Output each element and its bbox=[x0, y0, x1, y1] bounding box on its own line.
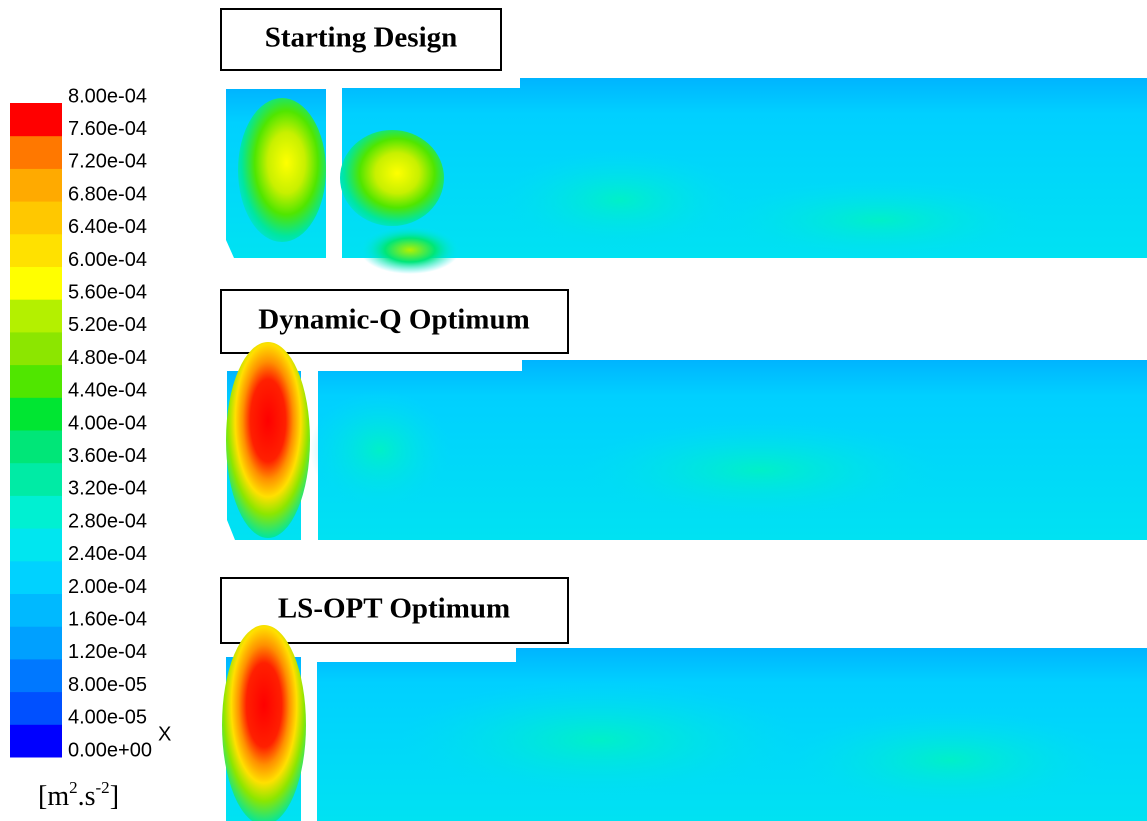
color-band bbox=[10, 724, 62, 758]
contour-blob bbox=[360, 226, 460, 274]
contour-blob bbox=[238, 98, 326, 242]
tick-label: 4.80e-04 bbox=[68, 347, 147, 369]
panel-title: Starting Design bbox=[265, 22, 458, 54]
title-box bbox=[220, 289, 569, 354]
tick-label: 5.20e-04 bbox=[68, 314, 147, 336]
tick-label: 2.80e-04 bbox=[68, 510, 147, 532]
tick-label: 4.00e-04 bbox=[68, 412, 147, 434]
title-box bbox=[220, 8, 502, 71]
color-band bbox=[10, 528, 62, 562]
color-band bbox=[10, 364, 62, 398]
tick-label: 6.00e-04 bbox=[68, 249, 147, 271]
color-band bbox=[10, 658, 62, 693]
axis-marker: X bbox=[158, 723, 171, 745]
color-band bbox=[10, 397, 62, 431]
panel-title: LS-OPT Optimum bbox=[278, 593, 510, 625]
tick-label: 2.40e-04 bbox=[68, 543, 147, 565]
tick-label: 0.00e+00 bbox=[68, 739, 152, 761]
tick-label: 7.20e-04 bbox=[68, 151, 147, 173]
contour-blob bbox=[720, 180, 1040, 260]
contour-blob bbox=[580, 420, 940, 520]
tick-label: 3.60e-04 bbox=[68, 445, 147, 467]
tick-label: 6.80e-04 bbox=[68, 183, 147, 205]
tick-label: 3.20e-04 bbox=[68, 478, 147, 500]
contour-blob bbox=[226, 342, 310, 538]
color-band bbox=[10, 103, 62, 137]
panel: Starting Design bbox=[220, 8, 1147, 274]
color-band bbox=[10, 430, 62, 464]
contour-blob bbox=[222, 625, 306, 821]
tick-label: 4.40e-04 bbox=[68, 380, 147, 402]
tick-label: 7.60e-04 bbox=[68, 118, 147, 140]
contour-blob bbox=[340, 130, 444, 226]
unit-part: 2 bbox=[69, 778, 78, 797]
unit-part: .s bbox=[78, 781, 96, 812]
color-band bbox=[10, 135, 62, 169]
color-band bbox=[10, 266, 62, 300]
unit-label: [m2.s-2] bbox=[38, 778, 119, 812]
tick-label: 4.00e-05 bbox=[68, 707, 147, 729]
color-band bbox=[10, 593, 62, 627]
contour-blob bbox=[310, 390, 450, 510]
tick-label: 5.60e-04 bbox=[68, 281, 147, 303]
unit-part: ] bbox=[110, 781, 119, 812]
contour-blob bbox=[790, 710, 1110, 810]
color-band bbox=[10, 626, 62, 660]
color-band bbox=[10, 233, 62, 267]
tick-label: 6.40e-04 bbox=[68, 216, 147, 238]
color-band bbox=[10, 495, 62, 529]
color-band bbox=[10, 560, 62, 594]
unit-part: -2 bbox=[96, 778, 110, 797]
tick-label: 8.00e-04 bbox=[68, 85, 147, 107]
color-band bbox=[10, 168, 62, 202]
color-band bbox=[10, 299, 62, 333]
color-band bbox=[10, 462, 62, 496]
color-band bbox=[10, 201, 62, 235]
unit-part: [m bbox=[38, 781, 69, 812]
panel: Dynamic-Q Optimum bbox=[220, 289, 1147, 540]
contour-blob bbox=[500, 150, 740, 250]
contour-blob bbox=[400, 680, 800, 800]
panel-title: Dynamic-Q Optimum bbox=[258, 304, 529, 336]
color-band bbox=[10, 691, 62, 725]
tick-label: 1.20e-04 bbox=[68, 641, 147, 663]
tick-label: 1.60e-04 bbox=[68, 608, 147, 630]
colorbar: 0.00e+00 4.00e-05 8.00e-05 1.20e-04 1.60e-04… bbox=[10, 85, 152, 761]
panel: LS-OPT Optimum bbox=[220, 577, 1147, 821]
color-band bbox=[10, 331, 62, 366]
tick-label: 2.00e-04 bbox=[68, 576, 147, 598]
tick-label: 8.00e-05 bbox=[68, 674, 147, 696]
